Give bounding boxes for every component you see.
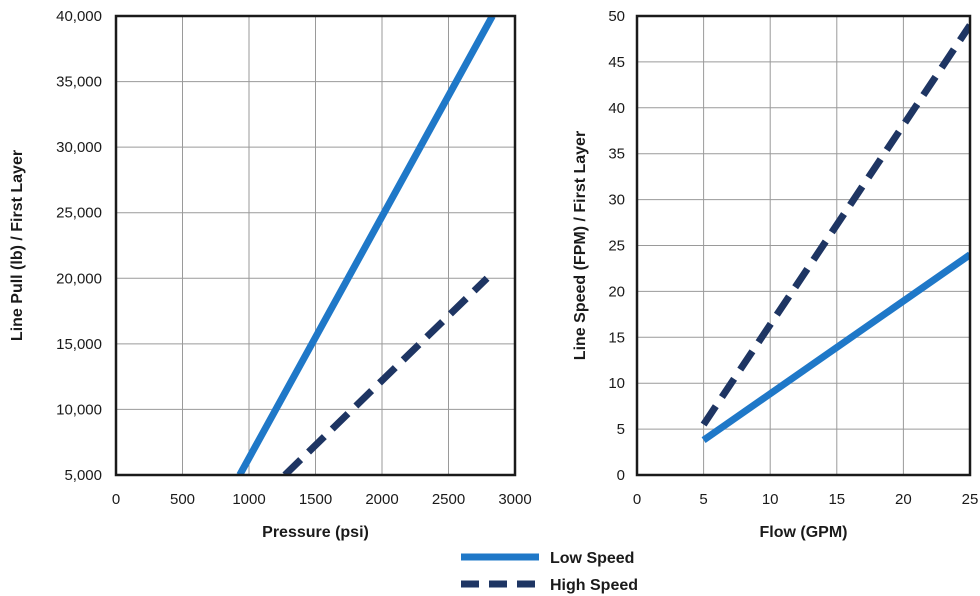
pull-y-axis-title: Line Pull (lb) / First Layer	[9, 150, 26, 341]
pull-x-tick-label: 1500	[299, 491, 332, 508]
chart-legend: Low Speed High Speed	[461, 550, 638, 594]
speed-y-tick-label: 50	[608, 8, 625, 25]
speed-series-low-speed-line	[701, 251, 970, 443]
pull-x-tick-label: 500	[170, 491, 195, 508]
pull-y-tick-label: 15,000	[56, 336, 102, 353]
speed-y-tick-label: 35	[608, 146, 625, 163]
speed-x-tick-label: 0	[633, 491, 641, 508]
pull-y-tick-label: 30,000	[56, 139, 102, 156]
pull-series-high-speed-line	[282, 275, 490, 475]
pull-y-tick-label: 5,000	[64, 467, 102, 484]
pull-x-tick-label: 2500	[432, 491, 465, 508]
speed-series-group	[700, 23, 970, 443]
speed-y-tick-label: 5	[617, 421, 625, 438]
pull-x-tick-label: 0	[112, 491, 120, 508]
speed-x-tick-label: 5	[699, 491, 707, 508]
line-pull-chart: 0 500 1000 1500 2000 2500 3000 5,000 10,000 15,00…	[9, 8, 532, 541]
speed-y-tick-label: 0	[617, 467, 625, 484]
speed-y-tick-label: 30	[608, 192, 625, 209]
speed-y-tick-label: 20	[608, 283, 625, 300]
pull-y-tick-label: 40,000	[56, 8, 102, 25]
pull-x-tick-label: 3000	[498, 491, 531, 508]
speed-x-tick-label: 15	[828, 491, 845, 508]
speed-y-axis-title: Line Speed (FPM) / First Layer	[572, 131, 589, 360]
pull-y-tick-label: 10,000	[56, 401, 102, 418]
speed-y-tick-label: 45	[608, 54, 625, 71]
pull-plot-frame	[114, 14, 517, 477]
speed-series-high-speed-line	[700, 23, 970, 427]
pull-x-tick-label: 2000	[365, 491, 398, 508]
speed-x-axis-title: Flow (GPM)	[760, 524, 848, 541]
speed-y-tick-label: 25	[608, 238, 625, 255]
speed-y-tick-label: 15	[608, 329, 625, 346]
speed-y-tick-label: 10	[608, 375, 625, 392]
pull-series-low-speed-line	[236, 16, 496, 475]
speed-x-tick-label: 25	[962, 491, 979, 508]
speed-y-tick-label: 40	[608, 100, 625, 117]
speed-x-tick-label: 10	[762, 491, 779, 508]
pull-x-axis-title: Pressure (psi)	[262, 524, 369, 541]
speed-x-tick-label: 20	[895, 491, 912, 508]
pull-y-tick-label: 35,000	[56, 74, 102, 91]
line-speed-chart: 0 5 10 15 20 25 0 5 10 15 20 25 30 35 40 45 50 Flow (GPM)…	[572, 8, 978, 541]
pull-x-tick-label: 1000	[232, 491, 265, 508]
speed-plot-frame	[635, 14, 972, 477]
pull-y-tick-label: 25,000	[56, 205, 102, 222]
legend-low-speed-label: Low Speed	[550, 550, 634, 567]
legend-high-speed-label: High Speed	[550, 577, 638, 594]
pull-y-tick-label: 20,000	[56, 270, 102, 287]
pull-series-group	[236, 16, 496, 475]
